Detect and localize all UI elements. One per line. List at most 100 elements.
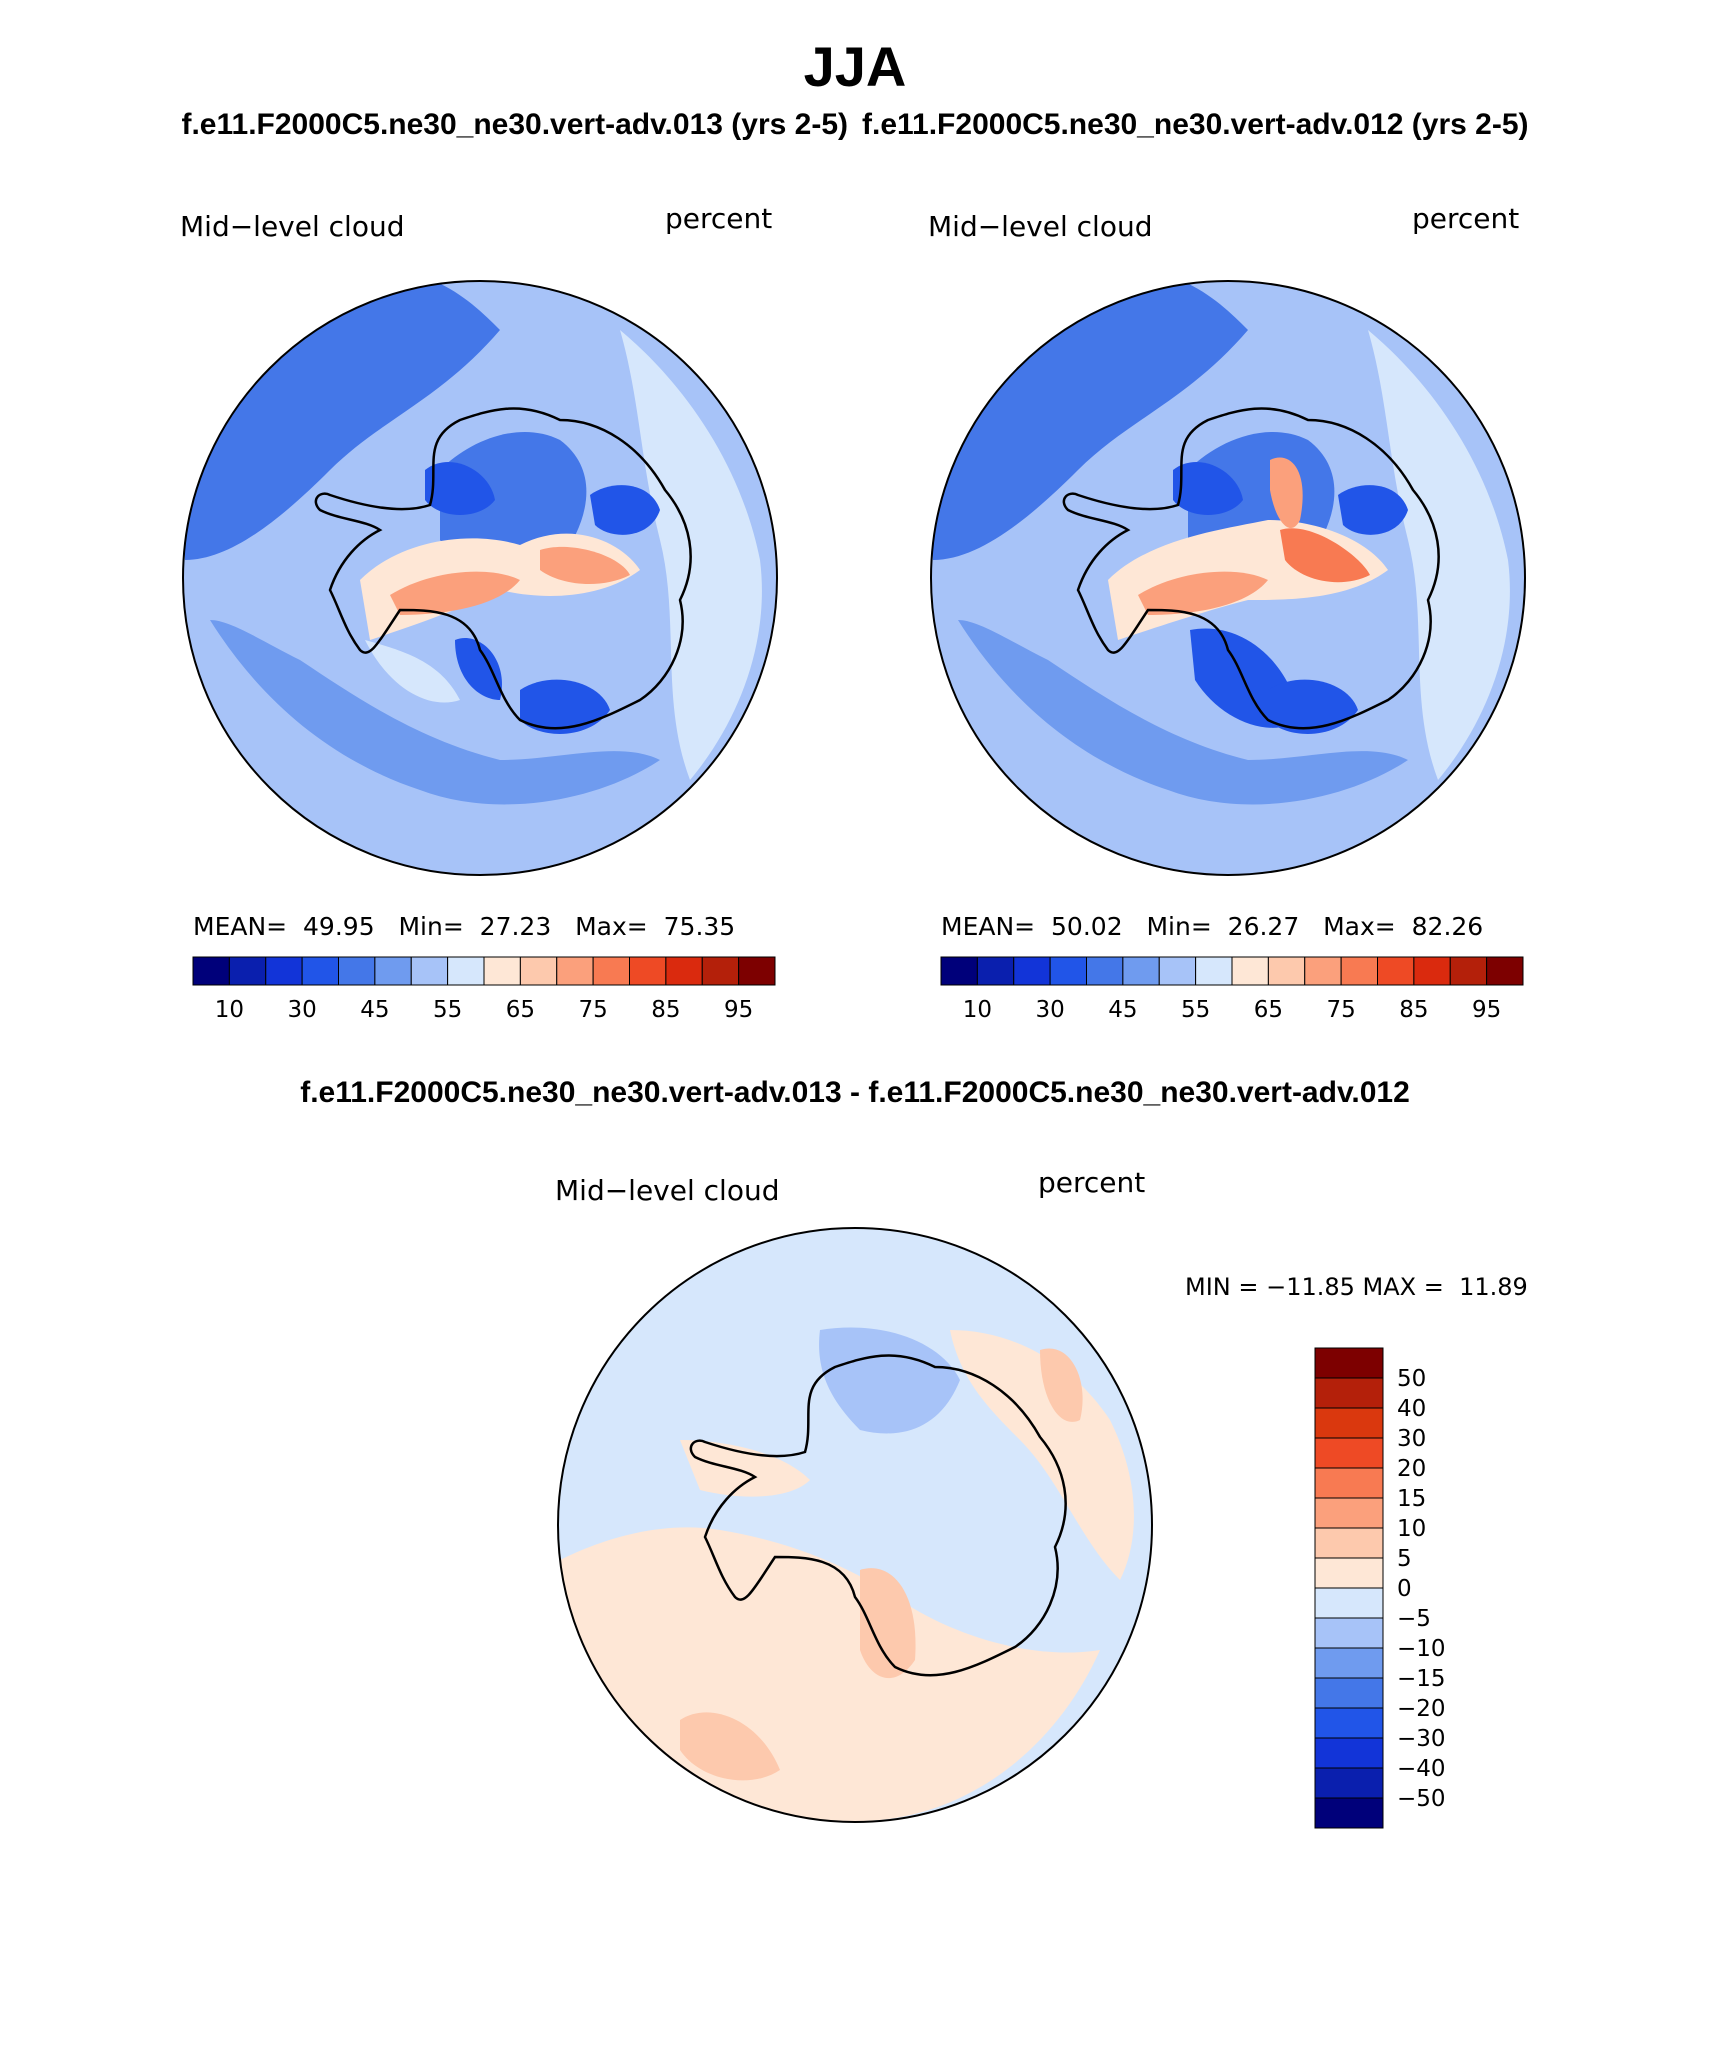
panel2-colorbar-box [976,956,1015,986]
panel1-colorbar-box [629,956,667,986]
panel1-region-south-mid [210,620,660,805]
panel3-colorbar-box [1314,1707,1384,1739]
subtitle-case-013: f.e11.F2000C5.ne30_ne30.vert-adv.013 (yr… [181,108,848,141]
panel2-colorbar-tick-label: 95 [1472,997,1501,1023]
panel2-colorbar-box [1013,956,1051,986]
panel2-map [930,280,1526,876]
panel3-colorbar-box [1314,1527,1384,1559]
panel2-colorbar-box [1158,956,1197,986]
panel2-colorbar-box [1267,956,1306,986]
panel1-colorbar-tick-label: 45 [360,997,389,1023]
panel1-colorbar-box [483,956,521,986]
panel3-units-label: percent [1038,1166,1146,1199]
panel1-units-label: percent [665,202,773,235]
panel3-colorbar-box [1314,1377,1384,1409]
panel3-region-ross-positive [860,1568,916,1679]
panel2-colorbar-tick-label: 10 [963,997,992,1023]
panel2-region-south-mid [958,620,1408,805]
panel2-colorbar-tick-label: 55 [1181,997,1210,1023]
page-title: JJA [803,35,907,98]
panel3-colorbar-tick-label: −40 [1397,1756,1446,1782]
panel3-colorbar-tick-label: −10 [1397,1636,1446,1662]
panel3-colorbar-box [1314,1557,1384,1589]
panel1-colorbar-tick-label: 10 [215,997,244,1023]
panel2-colorbar-tick-label: 30 [1035,997,1064,1023]
panel2-colorbar-tick-label: 75 [1326,997,1355,1023]
panel3-colorbar-box [1314,1677,1384,1709]
panel3-variable-label: Mid−level cloud [555,1174,780,1207]
panel3-antarctica-coastline [689,1354,1067,1677]
panel3-colorbar-tick-label: 0 [1397,1576,1412,1602]
panel1-colorbar-box [665,956,703,986]
panel3-region-east-positive [950,1330,1134,1580]
panel1-region-ea-dark [590,485,660,535]
panel1-region-ross-light [365,640,460,703]
panel2-region-wed-dark [1173,461,1243,515]
panel2-colorbar-tick-label: 65 [1254,997,1283,1023]
panel2-region-peak-2 [1270,457,1303,529]
panel2-colorbar-box [1413,956,1451,986]
panel1-antarctica-coastline [314,407,692,730]
panel1-map [182,280,778,876]
panel2-colorbar-box [1195,956,1233,986]
panel2-colorbar-box [1122,956,1160,986]
panel2-colorbar-box [1340,956,1378,986]
panel1-colorbar-tick-label: 85 [651,997,680,1023]
panel1-region-peak-2 [540,546,630,585]
panel1-colorbar-box [738,956,776,986]
panel1-region-wed-dark [425,461,495,515]
panel1-colorbar-box [592,956,630,986]
panel1-colorbar-box [447,956,485,986]
panel3-colorbar-tick-label: −5 [1397,1606,1431,1632]
panel1-colorbar-box [338,956,376,986]
panel2-region-peak-1 [1138,571,1268,615]
panel3-colorbar-box [1314,1647,1384,1679]
panel2-colorbar-box [1304,956,1342,986]
panel3-colorbar-tick-label: 50 [1397,1366,1426,1392]
panel1-variable-label: Mid−level cloud [180,210,405,243]
difference-title: f.e11.F2000C5.ne30_ne30.vert-adv.013 - f… [300,1076,1410,1109]
panel3-colorbar-box [1314,1497,1384,1529]
panel1-colorbar-tick-label: 95 [724,997,753,1023]
panel1-colorbar-tick-label: 30 [287,997,316,1023]
panel2-variable-label: Mid−level cloud [928,210,1153,243]
panel2-colorbar-box [1086,956,1124,986]
panel3-colorbar-tick-label: −50 [1397,1786,1446,1812]
panel3-colorbar-box [1314,1437,1384,1469]
panel1-colorbar-box [265,956,303,986]
panel3-colorbar-box [1314,1797,1384,1829]
panel3-colorbar-tick-label: −20 [1397,1696,1446,1722]
panel3-colorbar-box [1314,1737,1384,1769]
panel1-colorbar-box [374,956,412,986]
panel3-region-east-positive-2 [1040,1348,1083,1422]
panel3-colorbar-tick-label: −30 [1397,1726,1446,1752]
panel1-colorbar-box [556,956,594,986]
panel3-colorbar-tick-label: 40 [1397,1396,1426,1422]
panel2-colorbar-tick-label: 85 [1399,997,1428,1023]
panel3-region-interior-negative [819,1327,960,1434]
panel2-region-amery-dark [1268,679,1358,734]
panel3-colorbar-box [1314,1347,1384,1379]
panel3-colorbar-tick-label: 5 [1397,1546,1412,1572]
panel2-colorbar-box [1377,956,1415,986]
panel2-units-label: percent [1412,202,1520,235]
panel3-colorbar-tick-label: 30 [1397,1426,1426,1452]
panel1-colorbar-tick-label: 65 [506,997,535,1023]
panel2-stats: MEAN= 50.02 Min= 26.27 Max= 82.26 [941,912,1484,941]
panel1-stats: MEAN= 49.95 Min= 27.23 Max= 75.35 [193,912,736,941]
panel1-colorbar-box [192,956,230,986]
panel3-colorbar-tick-label: 20 [1397,1456,1426,1482]
panel3-colorbar-box [1314,1767,1384,1799]
panel2-region-peak-3 [1280,528,1370,583]
panel3-region-south-positive-2 [680,1712,780,1781]
panel2-colorbar-box [1449,956,1488,986]
panel2-colorbar-tick-label: 45 [1108,997,1137,1023]
panel3-region-peninsula-positive [680,1440,810,1497]
panel1-colorbar-box [701,956,740,986]
panel2-colorbar-box [940,956,978,986]
panel1-region-ross-dark [455,638,502,700]
panel3-map [557,1227,1153,1823]
panel2-antarctica-coastline [1062,407,1440,730]
panel1-region-amery-dark [520,679,610,734]
